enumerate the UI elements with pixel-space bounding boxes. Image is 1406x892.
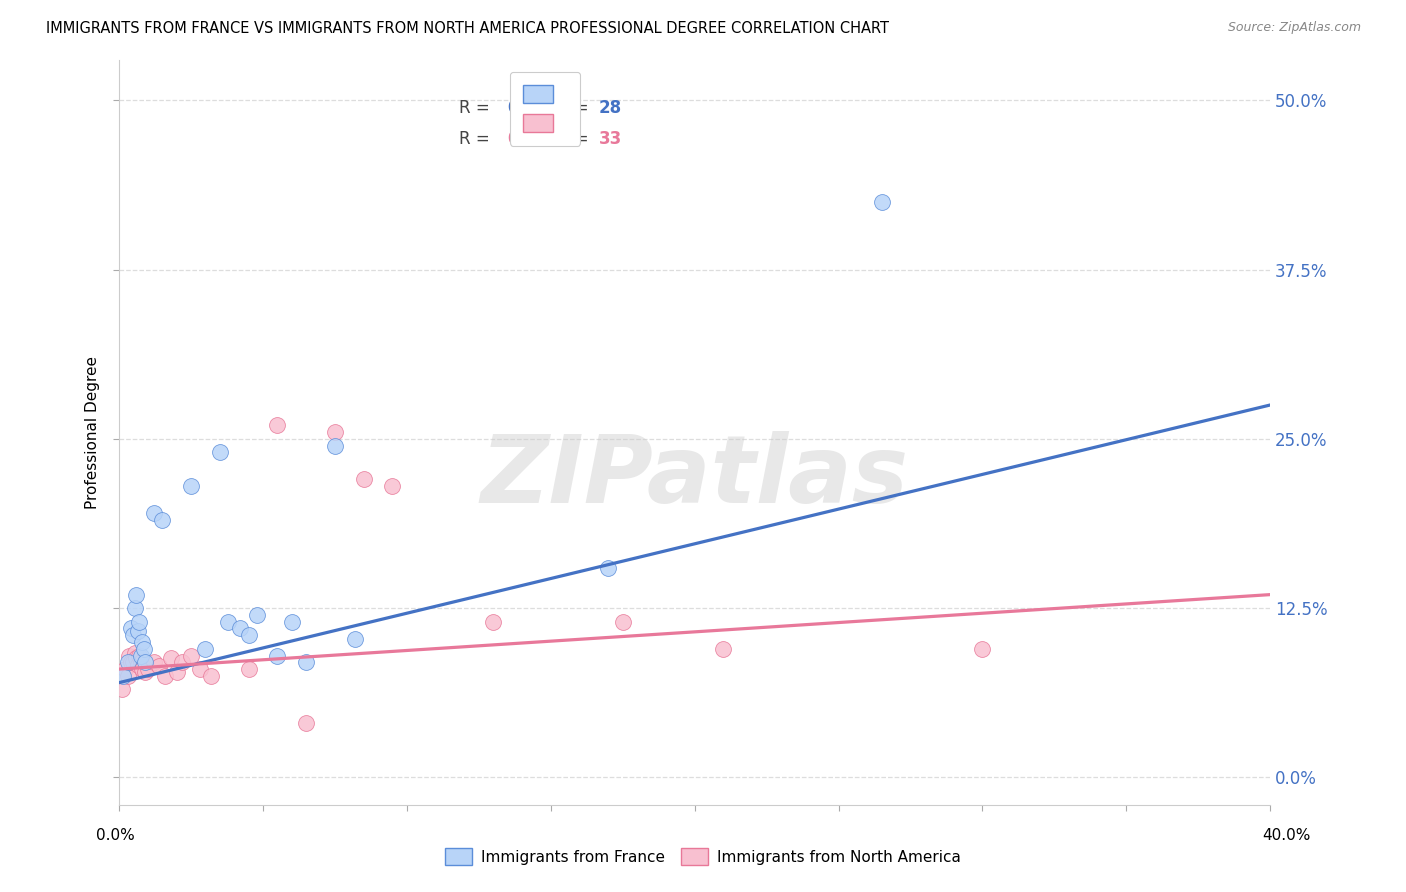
Point (266, 418, 288, 433)
Point (612, 615, 634, 629)
Point (153, 669, 176, 683)
Point (131, 662, 153, 676)
Point (125, 651, 148, 665)
Point (180, 648, 202, 663)
Point (217, 615, 239, 629)
Text: 40.0%: 40.0% (1263, 829, 1310, 843)
Legend: Immigrants from France, Immigrants from North America: Immigrants from France, Immigrants from … (439, 842, 967, 871)
Point (132, 641, 155, 656)
Point (131, 635, 153, 649)
Text: IMMIGRANTS FROM FRANCE VS IMMIGRANTS FROM NORTH AMERICA PROFESSIONAL DEGREE CORR: IMMIGRANTS FROM FRANCE VS IMMIGRANTS FRO… (46, 21, 890, 36)
Point (142, 656, 165, 670)
Text: N =: N = (557, 130, 593, 148)
Legend: , : , (510, 71, 581, 145)
Point (117, 669, 139, 683)
Point (120, 656, 142, 670)
Point (129, 656, 152, 670)
Point (125, 588, 148, 602)
Point (280, 615, 302, 629)
Point (136, 662, 159, 676)
Point (117, 656, 139, 670)
Point (120, 622, 142, 636)
Point (172, 656, 194, 670)
Point (323, 425, 346, 439)
Point (160, 651, 183, 665)
Point (124, 601, 146, 615)
Text: 28: 28 (599, 99, 623, 117)
Point (118, 648, 141, 663)
Point (112, 669, 135, 683)
Point (180, 479, 202, 493)
Point (344, 632, 367, 647)
Point (134, 656, 156, 670)
Text: 33: 33 (599, 130, 623, 148)
Text: 0.136: 0.136 (508, 130, 560, 148)
Point (323, 439, 346, 453)
Point (124, 646, 146, 660)
Text: 0.0%: 0.0% (96, 829, 135, 843)
Point (114, 662, 136, 676)
Point (128, 648, 150, 663)
Point (127, 658, 149, 673)
Point (295, 656, 318, 670)
Point (142, 506, 165, 520)
Y-axis label: Professional Degree: Professional Degree (86, 356, 100, 508)
Point (111, 682, 134, 697)
Text: R =: R = (458, 99, 495, 117)
Point (353, 473, 375, 487)
Point (134, 665, 156, 679)
Point (482, 615, 505, 629)
Text: 0.476: 0.476 (508, 99, 560, 117)
Text: ZIPatlas: ZIPatlas (481, 431, 908, 523)
Point (870, 194, 893, 209)
Point (122, 628, 145, 642)
Point (128, 615, 150, 629)
Point (238, 662, 260, 676)
Point (200, 669, 222, 683)
Point (598, 560, 620, 574)
Point (295, 716, 318, 731)
Point (150, 513, 173, 527)
Point (246, 607, 269, 622)
Point (381, 479, 404, 493)
Point (148, 659, 170, 673)
Text: Source: ZipAtlas.com: Source: ZipAtlas.com (1227, 21, 1361, 34)
Text: N =: N = (557, 99, 593, 117)
Point (238, 628, 260, 642)
Text: R =: R = (458, 130, 495, 148)
Point (266, 648, 288, 663)
Point (972, 641, 994, 656)
Point (208, 445, 231, 459)
Point (166, 665, 188, 679)
Point (194, 641, 217, 656)
Point (122, 656, 145, 670)
Point (127, 624, 149, 639)
Point (129, 648, 152, 663)
Point (188, 662, 211, 676)
Point (713, 641, 735, 656)
Point (229, 622, 252, 636)
